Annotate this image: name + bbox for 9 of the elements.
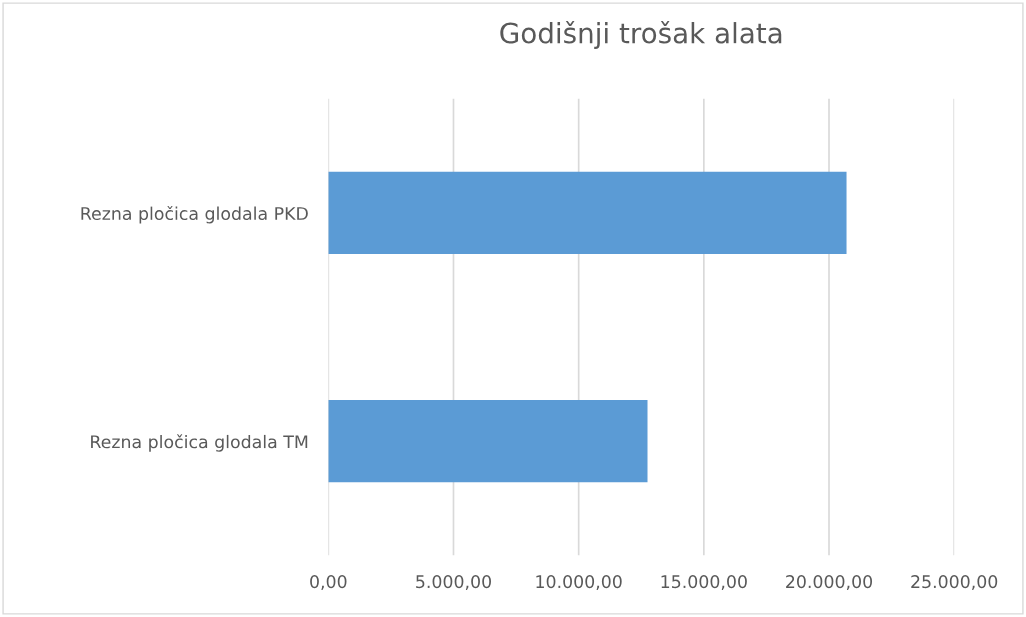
x-tick-label: 20.000,00 [786, 575, 873, 590]
x-tick-label: 5.000,00 [416, 575, 491, 590]
y-tick-label: Rezna pločica glodala PKD [81, 205, 308, 224]
y-tick-label: Rezna pločica glodala TM [91, 434, 308, 452]
x-tick-label: 10.000,00 [536, 575, 622, 590]
x-tick-label: 0,00 [310, 575, 347, 590]
x-tick-label: 15.000,00 [661, 575, 747, 590]
chart-title: Godišnji trošak alata [500, 20, 782, 49]
x-tick-label: 25.000,00 [911, 575, 998, 590]
